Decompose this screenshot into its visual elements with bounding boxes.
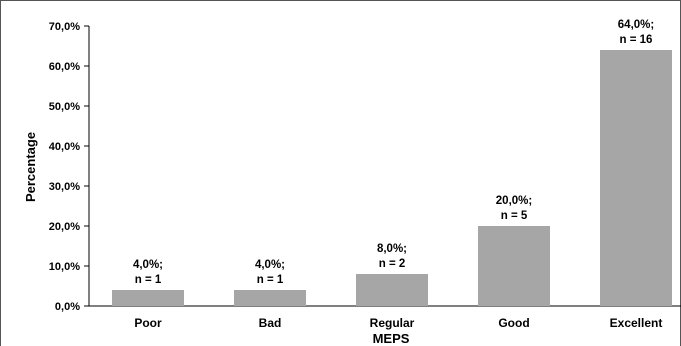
y-axis: 0,0% 10,0% 20,0% 30,0% 40,0% 50,0% 60,0% 70,0% xyxy=(49,21,90,313)
data-label-percent: 20,0%; xyxy=(496,195,532,207)
bar-bad xyxy=(234,290,306,306)
y-axis-title: Percentage xyxy=(23,132,38,202)
data-label-percent: 64,0%; xyxy=(618,19,654,31)
data-label-count: n = 5 xyxy=(501,210,528,222)
y-tick-label: 20,0% xyxy=(49,221,80,233)
bar-good xyxy=(478,226,550,306)
bar-poor xyxy=(112,290,184,306)
x-tick-label: Bad xyxy=(259,316,282,330)
data-label-percent: 4,0%; xyxy=(133,259,163,271)
y-tick-label: 0,0% xyxy=(55,301,80,313)
bar-excellent xyxy=(600,50,672,306)
data-label-count: n = 1 xyxy=(135,274,162,286)
x-tick-label: Excellent xyxy=(610,316,663,330)
bar-regular xyxy=(356,274,428,306)
data-labels: 4,0%; n = 1 4,0%; n = 1 8,0%; n = 2 20,0%; n = … xyxy=(133,19,654,286)
bars xyxy=(112,50,672,306)
y-tick-label: 30,0% xyxy=(49,181,80,193)
y-tick-label: 70,0% xyxy=(49,21,80,33)
y-tick-label: 60,0% xyxy=(49,61,80,73)
y-tick-label: 40,0% xyxy=(49,141,80,153)
data-label-count: n = 2 xyxy=(379,258,406,270)
y-tick-label: 50,0% xyxy=(49,101,80,113)
x-tick-label: Poor xyxy=(134,316,162,330)
x-axis-title: MEPS xyxy=(373,331,410,346)
data-label-count: n = 1 xyxy=(257,274,284,286)
data-label-count: n = 16 xyxy=(620,34,653,46)
x-axis: Poor Bad Regular Good Excellent xyxy=(89,305,681,330)
y-tick-label: 10,0% xyxy=(49,261,80,273)
data-label-percent: 8,0%; xyxy=(377,243,407,255)
x-tick-label: Regular xyxy=(370,316,415,330)
x-tick-label: Good xyxy=(498,316,529,330)
data-label-percent: 4,0%; xyxy=(255,259,285,271)
